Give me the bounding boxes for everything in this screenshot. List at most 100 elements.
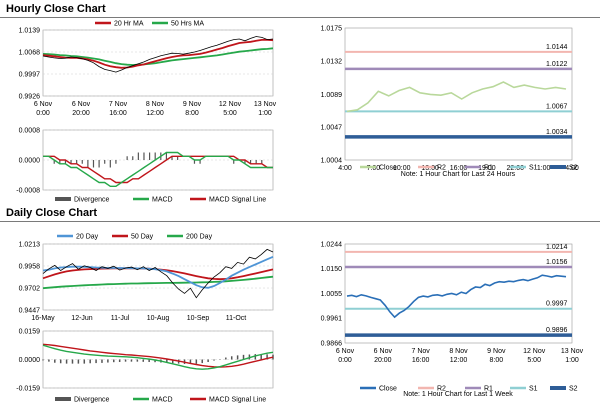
legend-macd-label: MACD: [152, 197, 173, 204]
x-tick-time-6: 1:00: [565, 357, 579, 364]
x-tick-label-4: 9 Nov: [487, 348, 506, 355]
x-tick-label-3: 13:00: [421, 165, 439, 172]
x-tick-time-1: 20:00: [374, 357, 392, 364]
series-macd-signal: [42, 343, 274, 368]
x-tick-label-5: 11-Oct: [226, 315, 247, 322]
legend-divergence-label: Divergence: [74, 397, 110, 404]
x-tick-label-5: 12 Nov: [219, 101, 242, 108]
legend-r1-label: R1: [484, 386, 493, 393]
x-tick-label-8: 4:00: [565, 165, 579, 172]
x-tick-label-0: 16-May: [31, 315, 55, 322]
x-tick-time-5: 5:00: [223, 110, 237, 117]
legend-20-day-label: 20 Day: [76, 234, 99, 241]
series-close: [346, 274, 567, 319]
daily-pivot-chart: 1.0244 1.0150 1.0055 0.9961 0.9866 1.0214 1.01…: [321, 242, 584, 399]
y-tick-label-4: 0.9866: [321, 341, 343, 348]
series-close: [346, 81, 567, 113]
plot-frame: [344, 243, 573, 344]
x-tick-label-6: 13 Nov: [254, 101, 277, 108]
series-50hrs-ma: [42, 47, 274, 66]
x-tick-label-3: 10-Aug: [147, 315, 170, 322]
hourly-macd-chart: 0.0008 0.0000 -0.0008 Divergence MACD MACD Si…: [16, 128, 274, 204]
y-tick-label-0: 0.0008: [19, 128, 41, 135]
series-200-day: [42, 275, 274, 290]
y-tick-label-0: 1.0175: [321, 26, 343, 33]
level-label-r1: 1.0122: [546, 61, 568, 68]
x-tick-label-0: 6 Nov: [336, 348, 355, 355]
level-label-r2: 1.0144: [546, 44, 568, 51]
hourly-section-title: Hourly Close Chart: [6, 3, 106, 15]
level-label-s2: 1.0034: [546, 129, 568, 136]
y-tick-label-3: 0.9961: [321, 316, 343, 323]
daily-macd-chart: 0.0159 0.0000 -0.0159 Divergence MACD MACD Si…: [16, 329, 274, 404]
y-tick-label-0: 1.0244: [321, 242, 343, 249]
series-macd: [43, 151, 273, 187]
y-tick-label-2: 0.9997: [19, 72, 41, 79]
y-tick-label-1: 1.0132: [321, 59, 343, 66]
x-tick-time-0: 0:00: [36, 110, 50, 117]
x-tick-time-4: 8:00: [185, 110, 199, 117]
x-tick-time-2: 16:00: [109, 110, 127, 117]
x-tick-time-1: 20:00: [72, 110, 90, 117]
legend-s1-label: S1: [529, 165, 538, 172]
x-tick-label-0: 6 Nov: [34, 101, 53, 108]
y-tick-label-0: 0.0159: [19, 329, 41, 336]
plot-frame: [42, 330, 274, 389]
x-tick-label-2: 7 Nov: [412, 348, 431, 355]
level-label-s2: 0.9896: [546, 327, 568, 334]
y-tick-label-4: 1.0004: [321, 158, 343, 165]
daily-section-title: Daily Close Chart: [6, 207, 98, 219]
legend-200-day-label: 200 Day: [186, 234, 213, 241]
x-tick-label-5: 12 Nov: [523, 348, 546, 355]
x-tick-label-6: 13 Nov: [561, 348, 584, 355]
legend-s2-label: S2: [569, 386, 578, 393]
legend-50hrs-ma-label: 50 Hrs MA: [171, 21, 204, 28]
y-tick-label-0: 1.0213: [19, 242, 41, 249]
x-tick-time-5: 5:00: [527, 357, 541, 364]
chart-note: Note: 1 Hour Chart for Last 24 Hours: [401, 171, 516, 178]
x-tick-label-2: 7 Nov: [109, 101, 128, 108]
legend-close-label: Close: [379, 386, 397, 393]
legend-s1-label: S1: [529, 386, 538, 393]
x-tick-label-4: 16:00: [450, 165, 468, 172]
legend-divergence-label: Divergence: [74, 197, 110, 204]
x-tick-label-4: 10-Sep: [187, 315, 210, 322]
y-tick-label-2: 0.9702: [19, 286, 41, 293]
y-tick-label-3: 0.9926: [19, 94, 41, 101]
x-tick-label-6: 22:00: [506, 165, 524, 172]
legend-r2-label: R2: [437, 165, 446, 172]
x-tick-label-1: 6 Nov: [72, 101, 91, 108]
y-tick-label-2: 1.0089: [321, 92, 343, 99]
series-macd-signal: [43, 155, 273, 184]
y-tick-label-1: 0.9958: [19, 263, 41, 270]
x-tick-time-3: 12:00: [146, 110, 164, 117]
y-tick-label-2: -0.0159: [16, 386, 40, 393]
legend-macd-signal-label: MACD Signal Line: [209, 397, 266, 404]
y-tick-label-1: 0.0000: [19, 158, 41, 165]
legend-macd-signal-label: MACD Signal Line: [209, 197, 266, 204]
hourly-title-rule: [0, 17, 600, 18]
chart-note: Note: 1 Hour Chart for Last 1 Week: [403, 391, 513, 398]
x-tick-label-7: 1:00: [537, 165, 551, 172]
level-label-s1: 0.9997: [546, 301, 568, 308]
legend-r1-label: R1: [484, 165, 493, 172]
y-tick-label-3: 1.0047: [321, 124, 343, 131]
x-tick-time-4: 8:00: [490, 357, 504, 364]
plot-frame: [42, 29, 274, 97]
level-label-r1: 1.0156: [546, 259, 568, 266]
level-label-r2: 1.0214: [546, 244, 568, 251]
legend-50-day-label: 50 Day: [131, 234, 154, 241]
y-tick-label-1: 1.0150: [321, 266, 343, 273]
legend-20hr-ma-label: 20 Hr MA: [114, 21, 144, 28]
x-tick-label-0: 4:00: [338, 165, 352, 172]
legend-r2-label: R2: [437, 386, 446, 393]
y-tick-label-1: 1.0068: [19, 50, 41, 57]
x-tick-label-2: 11-Jul: [111, 315, 130, 322]
x-tick-label-1: 6 Nov: [374, 348, 393, 355]
x-tick-label-3: 8 Nov: [146, 101, 165, 108]
daily-title-rule: [0, 221, 600, 222]
x-tick-label-5: 19:00: [478, 165, 496, 172]
series-20hr-ma: [42, 38, 274, 69]
legend-close-label: Close: [379, 165, 397, 172]
y-tick-label-3: 0.9447: [19, 308, 41, 315]
